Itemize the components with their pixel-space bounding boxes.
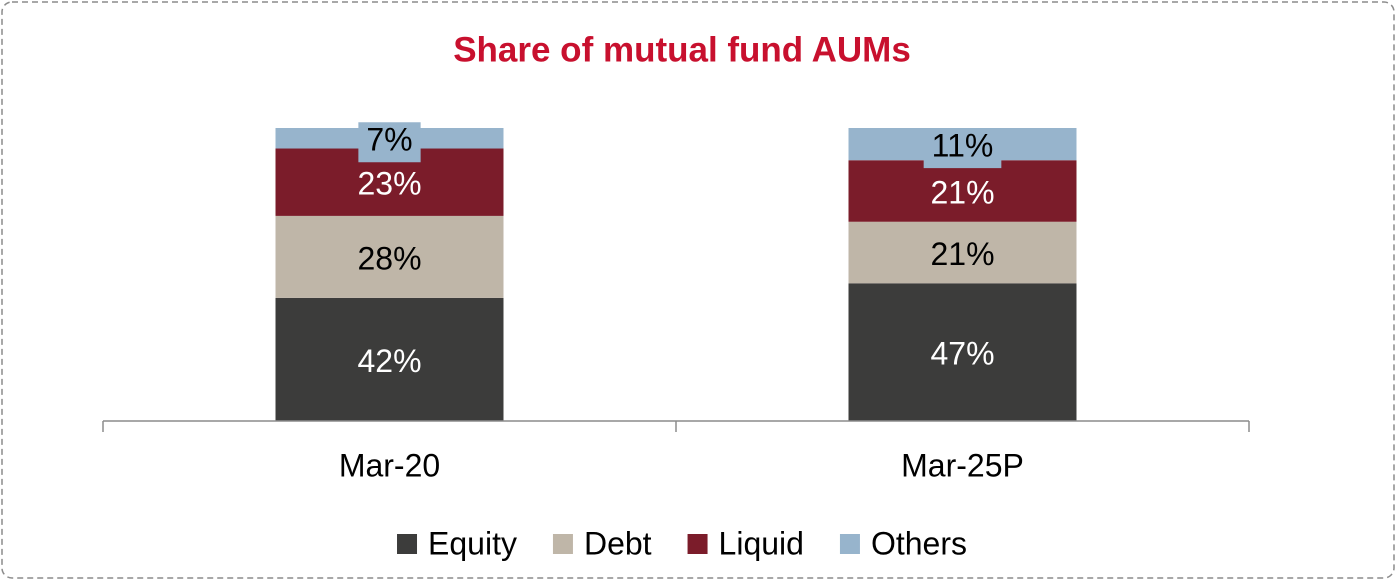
legend: Equity Debt Liquid Others bbox=[397, 525, 967, 561]
data-label: 42% bbox=[357, 343, 421, 379]
bar-segment bbox=[275, 297, 504, 421]
chart-title: Share of mutual fund AUMs bbox=[453, 30, 911, 69]
x-tick-label: Mar-20 bbox=[339, 447, 440, 483]
legend-swatch bbox=[687, 534, 708, 554]
x-tick-label: Mar-25P bbox=[901, 447, 1024, 483]
legend-swatch bbox=[839, 534, 860, 554]
data-label: 11% bbox=[932, 128, 994, 164]
data-label: 28% bbox=[357, 240, 421, 276]
data-label: 23% bbox=[357, 166, 421, 202]
data-label: 7% bbox=[366, 122, 412, 158]
legend-swatch bbox=[397, 534, 418, 554]
legend-label: Equity bbox=[428, 525, 517, 561]
data-label: 21% bbox=[930, 236, 994, 272]
bar-segment bbox=[848, 160, 1077, 222]
data-label-background bbox=[923, 128, 1002, 169]
legend-swatch bbox=[552, 534, 573, 554]
data-label: 47% bbox=[930, 336, 994, 372]
legend-label: Liquid bbox=[719, 525, 804, 561]
data-label-background bbox=[358, 122, 421, 163]
data-label: 21% bbox=[930, 174, 994, 210]
legend-label: Others bbox=[871, 525, 967, 561]
legend-label: Debt bbox=[584, 525, 652, 561]
bar-segment bbox=[848, 221, 1077, 284]
bar-segment bbox=[275, 215, 504, 298]
bar-segment bbox=[848, 283, 1077, 421]
